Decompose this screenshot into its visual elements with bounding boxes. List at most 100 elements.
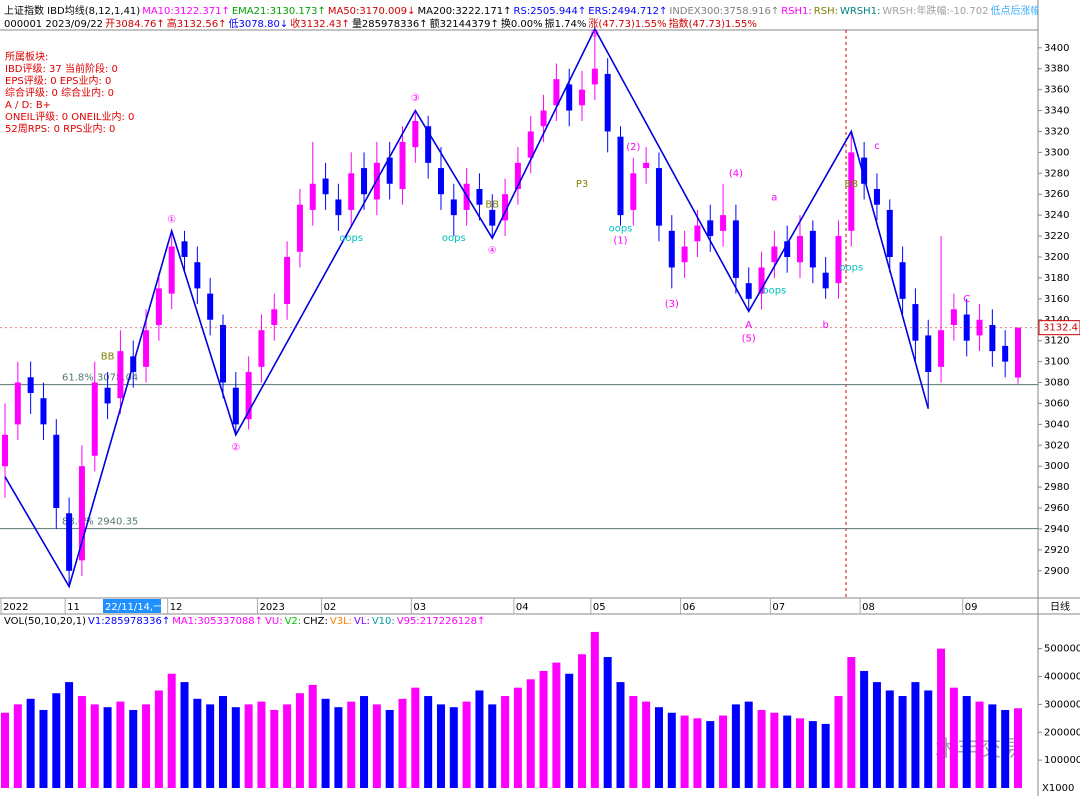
volume-bar [142, 704, 151, 788]
volume-bar [988, 704, 997, 788]
last-price-label: 3132.4 [1043, 323, 1078, 334]
volume-bar [13, 704, 22, 788]
candle-body [758, 267, 765, 294]
y-tick-label: 200000 [1044, 727, 1080, 738]
y-tick-label: 3400 [1044, 43, 1069, 54]
candle-body [232, 387, 239, 425]
volume-bar [308, 684, 317, 788]
candle-body [386, 157, 393, 184]
candle-body [1002, 345, 1009, 362]
annotation: b [822, 320, 828, 331]
candle-body [78, 466, 85, 561]
candle-body [219, 324, 226, 383]
volume-bar [667, 712, 676, 788]
y-tick-label: 400000 [1044, 672, 1080, 683]
candle-body [604, 73, 611, 132]
y-tick-label: 3280 [1044, 168, 1069, 179]
header-item: V10: [371, 616, 395, 627]
candle-body [476, 188, 483, 205]
header-item: VU: [265, 616, 283, 627]
candle-body [271, 309, 278, 325]
candle-body [989, 324, 996, 352]
header-line: 000001 2023/09/22 开3084.76↑ 高3132.56↑ 低3078… [4, 15, 1038, 30]
y-tick-label: 2960 [1044, 503, 1069, 514]
candle-body [53, 434, 60, 509]
candle-body [143, 330, 150, 367]
header-item: 振1.74% [544, 19, 587, 30]
header-item: 指数(47.73)1.55% [668, 19, 757, 30]
volume-bar [629, 696, 638, 788]
cursor-date: 22/11/14,一 [105, 602, 163, 613]
header-item: MA10:3122.371↑ [142, 6, 230, 17]
header-line: 上证指数 IBD均线(8,12,1,41) MA10:3122.371↑ EMA21… [4, 2, 1038, 17]
volume-bar [411, 687, 420, 788]
volume-bar [860, 670, 869, 788]
candle-body [361, 168, 368, 195]
y-tick-label: 500000 [1044, 644, 1080, 655]
header-item: 上证指数 IBD均线(8,12,1,41) [4, 6, 141, 17]
volume-bar [116, 701, 125, 788]
fib-label: 88.6% 2940.35 [62, 517, 138, 528]
volume-bar [475, 690, 484, 788]
volume-bar [77, 696, 86, 788]
candle-body [335, 199, 342, 216]
volume-bar [783, 715, 792, 788]
header-item: V3L: [329, 616, 353, 627]
candle-body [14, 382, 21, 425]
volume-bar [744, 701, 753, 788]
candle-body [1015, 327, 1021, 378]
header-item: MA50:3170.009↓ [327, 6, 416, 17]
candle-body [66, 513, 73, 571]
header-item: 收3132.43↑ [290, 19, 350, 30]
candle-body [745, 283, 752, 299]
volume-bar [39, 709, 48, 788]
header-item: VOL(50,10,20,1) [4, 616, 86, 627]
volume-bar [270, 709, 279, 788]
candle-body [886, 209, 893, 257]
fib-label: 61.8% 3078.04 [62, 373, 138, 384]
header-item: 低3078.80↓ [228, 19, 289, 30]
volume-bar [424, 696, 433, 788]
volume-bar [808, 721, 817, 788]
volume-bar [565, 673, 574, 788]
candle-body [348, 173, 355, 210]
volume-bar [449, 707, 458, 788]
volume-bar [949, 687, 958, 788]
volume-bar [385, 709, 394, 788]
x-tick-label: 08 [862, 602, 875, 613]
header-item: V1:285978336↑ [87, 616, 171, 627]
candle-body [399, 141, 406, 189]
info-line: 52周RPS: 0 RPS业内: 0 [5, 124, 116, 135]
volume-bar [129, 709, 138, 788]
volume-bar [937, 648, 946, 788]
annotation: ② [231, 442, 240, 453]
annotation: A [745, 320, 752, 331]
volume-bar [90, 704, 99, 788]
candle-body [643, 162, 650, 169]
candle-body [514, 162, 521, 189]
candle-body [412, 121, 419, 148]
cursor-date-box [103, 599, 161, 613]
volume-bar [603, 657, 612, 788]
candle-body [771, 246, 778, 263]
x-tick-label: 09 [965, 602, 978, 613]
volume-bar [513, 687, 522, 788]
header-item: VL: [354, 616, 370, 627]
y-tick-label: 3200 [1044, 252, 1069, 263]
candle-body [694, 225, 701, 242]
period-label: 日线 [1050, 600, 1070, 613]
y-tick-label: 3360 [1044, 85, 1069, 96]
volume-bar [578, 654, 587, 788]
volume-bar [796, 718, 805, 788]
header-item: EMA21:3130.173↑ [231, 6, 326, 17]
annotation: P3 [576, 179, 588, 190]
volume-bar [821, 723, 830, 788]
header-item: RSH: [813, 6, 838, 17]
volume-bar [526, 679, 535, 788]
volume-bar [552, 662, 561, 788]
volume-bar [1014, 708, 1022, 788]
volume-bar [26, 698, 35, 788]
x-tick-label: 02 [324, 602, 337, 613]
volume-bar [847, 657, 856, 788]
